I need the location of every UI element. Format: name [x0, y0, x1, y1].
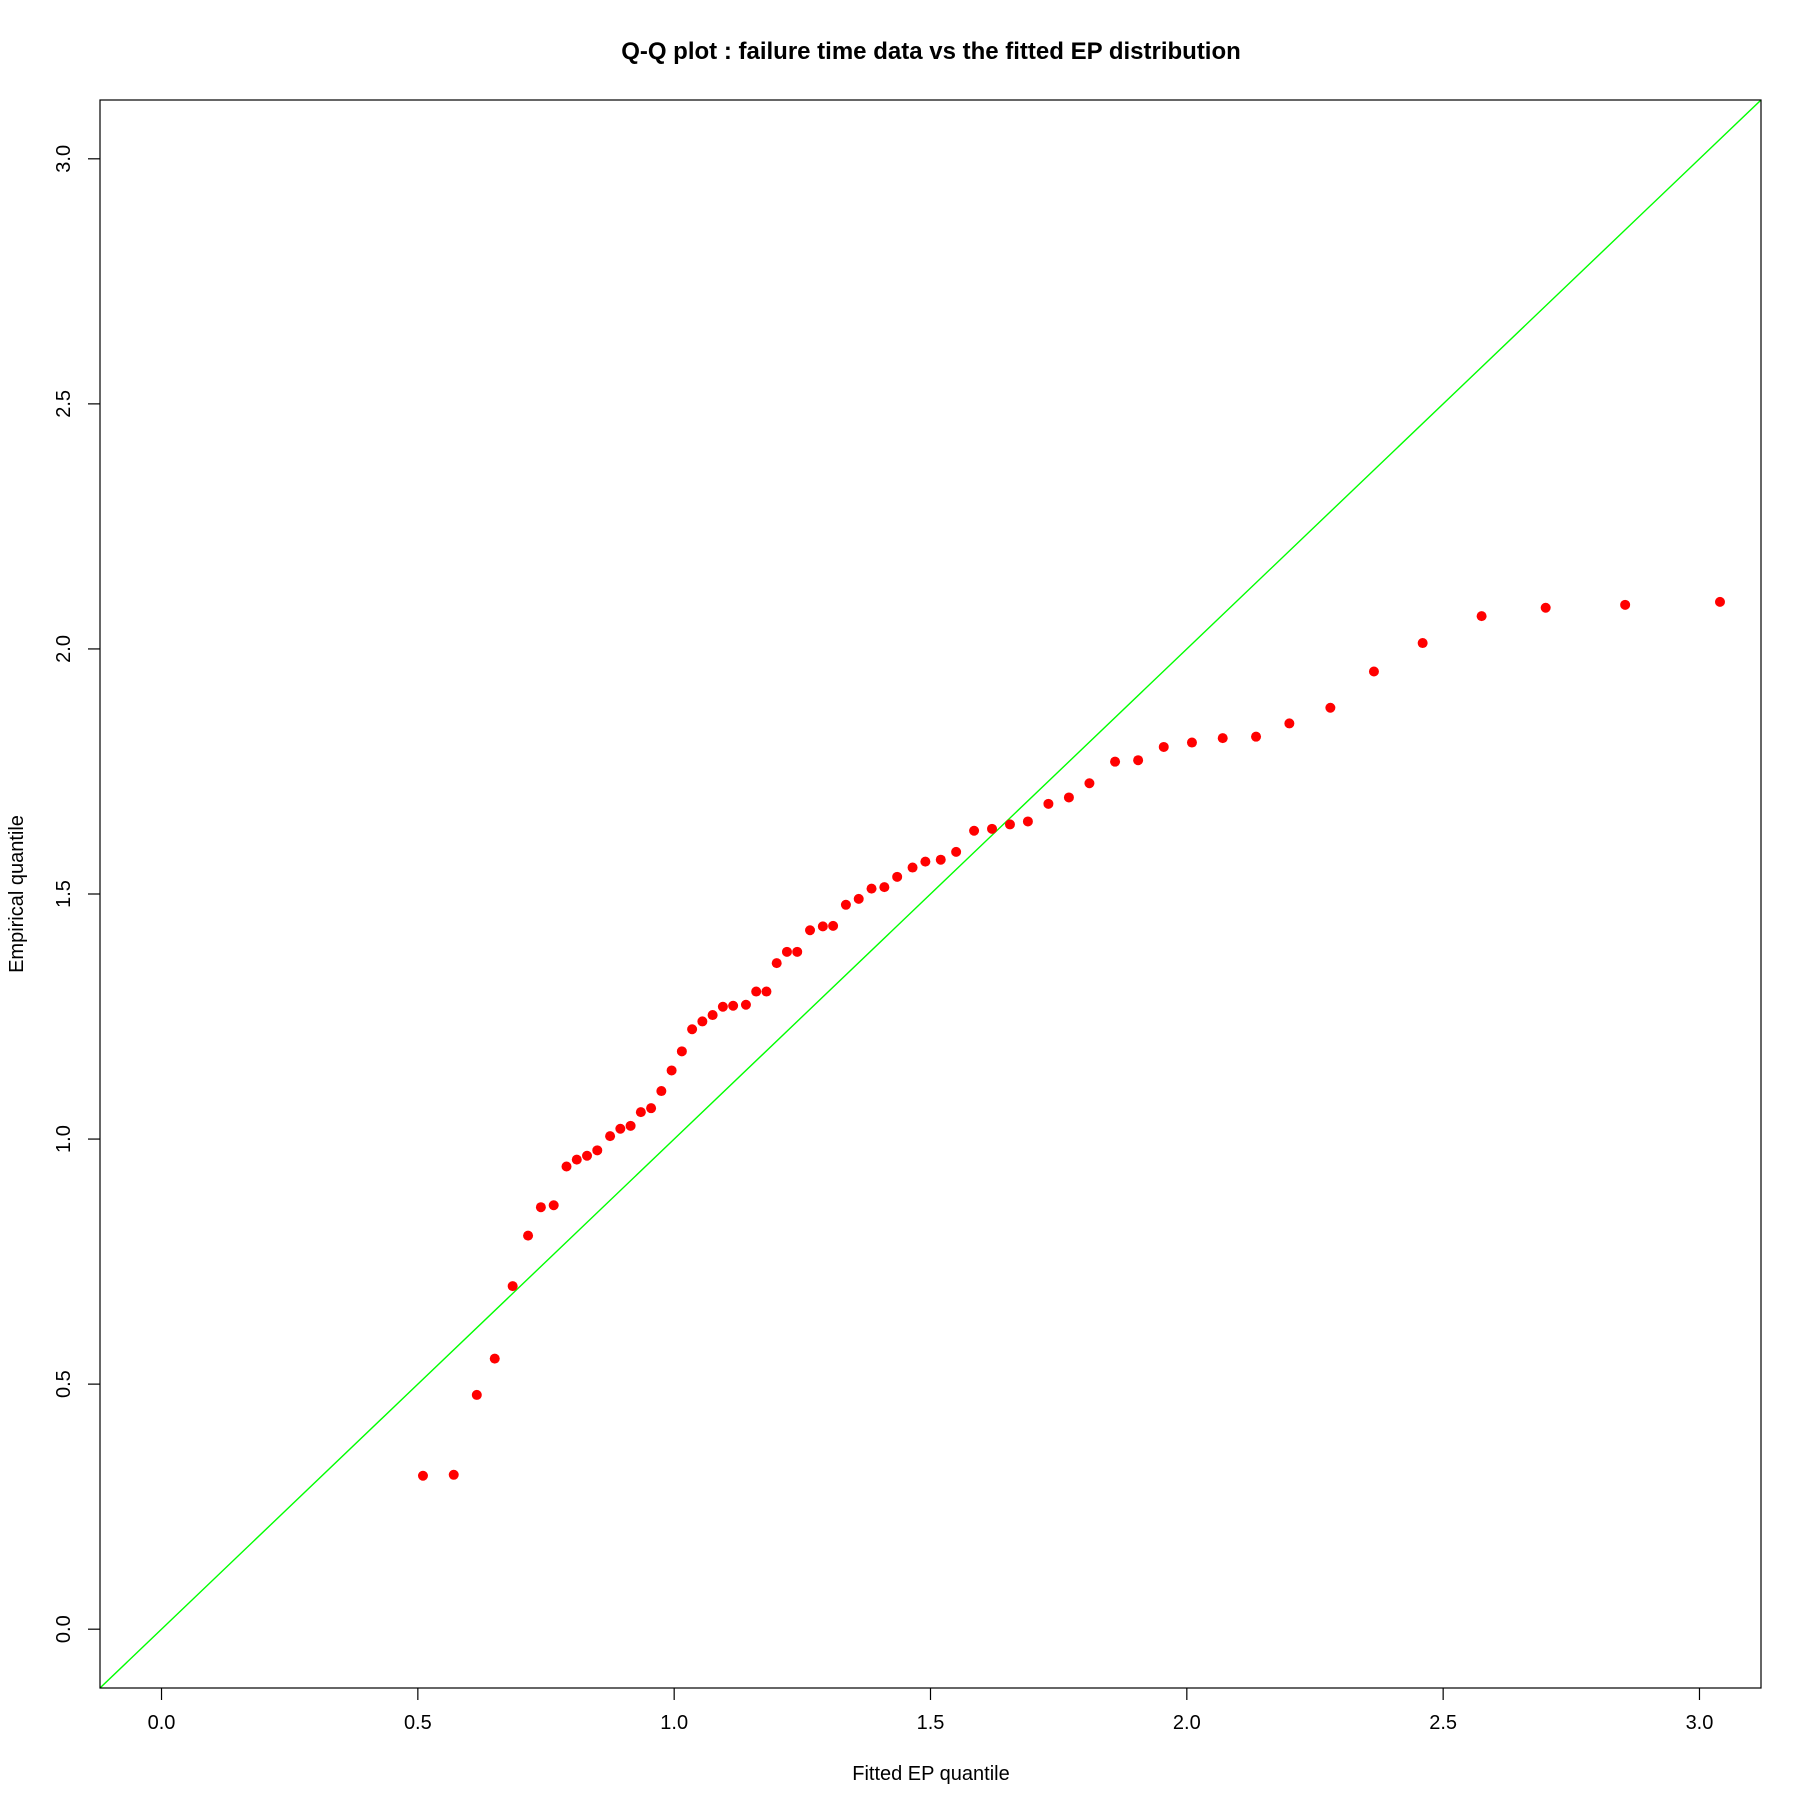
y-tick-label: 2.5 [53, 390, 75, 418]
y-tick-label: 0.5 [53, 1370, 75, 1398]
data-point [1158, 741, 1169, 752]
data-point [417, 1470, 428, 1481]
data-point [489, 1353, 500, 1364]
data-point [697, 1016, 708, 1027]
data-point [987, 823, 998, 834]
data-point [625, 1120, 636, 1131]
data-point [751, 986, 762, 997]
data-point [1540, 602, 1551, 613]
y-tick-label: 1.5 [53, 880, 75, 908]
data-point [935, 854, 946, 865]
data-point [1133, 755, 1144, 766]
data-point [1251, 731, 1262, 742]
data-point [781, 946, 792, 957]
data-point [740, 999, 751, 1010]
data-point [548, 1200, 559, 1211]
chart-title: Q-Q plot : failure time data vs the fitt… [621, 38, 1241, 65]
x-tick-label: 0.0 [148, 1712, 176, 1734]
data-point [1217, 733, 1228, 744]
data-point [707, 1010, 718, 1021]
data-points [417, 596, 1725, 1481]
data-point [1620, 599, 1631, 610]
y-tick-label: 1.0 [53, 1125, 75, 1153]
data-point [561, 1161, 572, 1172]
data-point [507, 1281, 518, 1292]
data-point [592, 1145, 603, 1156]
reference-line [100, 100, 1761, 1688]
data-point [717, 1001, 728, 1012]
data-point [817, 921, 828, 932]
data-point [1284, 718, 1295, 729]
data-point [771, 958, 782, 969]
y-tick-label: 3.0 [53, 145, 75, 173]
data-point [666, 1065, 677, 1076]
data-point [1022, 816, 1033, 827]
data-point [920, 856, 931, 867]
data-point [656, 1086, 667, 1097]
data-point [615, 1123, 626, 1134]
data-point [805, 925, 816, 936]
data-point [1110, 756, 1121, 767]
y-axis: 0.0 0.5 1.0 1.5 2.0 2.5 3.0 [53, 145, 100, 1643]
data-point [1186, 737, 1197, 748]
data-point [687, 1024, 698, 1035]
data-point [1417, 638, 1428, 649]
data-point [448, 1469, 459, 1480]
x-tick-label: 1.5 [917, 1712, 945, 1734]
data-point [571, 1154, 582, 1165]
y-axis-label: Empirical quantile [6, 815, 28, 973]
data-point [728, 1000, 739, 1011]
data-point [605, 1131, 616, 1142]
data-point [828, 920, 839, 931]
data-point [1043, 798, 1054, 809]
data-point [646, 1103, 657, 1114]
y-tick-label: 2.0 [53, 635, 75, 663]
data-point [676, 1046, 687, 1057]
x-tick-label: 2.5 [1429, 1712, 1457, 1734]
data-point [866, 883, 877, 894]
x-tick-label: 1.0 [660, 1712, 688, 1734]
x-tick-label: 0.5 [404, 1712, 432, 1734]
y-tick-label: 0.0 [53, 1615, 75, 1643]
data-point [907, 862, 918, 873]
x-tick-label: 3.0 [1686, 1712, 1714, 1734]
data-point [879, 882, 890, 893]
data-point [792, 946, 803, 957]
data-point [535, 1202, 546, 1213]
data-point [523, 1230, 534, 1241]
data-point [853, 893, 864, 904]
data-point [1714, 596, 1725, 607]
data-point [582, 1150, 593, 1161]
data-point [471, 1389, 482, 1400]
data-point [840, 899, 851, 910]
data-point [761, 986, 772, 997]
data-point [635, 1107, 646, 1118]
data-point [951, 846, 962, 857]
data-point [1004, 819, 1015, 830]
data-point [1368, 666, 1379, 677]
data-point [1084, 778, 1095, 789]
data-point [892, 871, 903, 882]
data-point [969, 825, 980, 836]
data-point [1063, 792, 1074, 803]
x-tick-label: 2.0 [1173, 1712, 1201, 1734]
data-point [1476, 611, 1487, 622]
data-point [1325, 702, 1336, 713]
x-axis-label: Fitted EP quantile [852, 1763, 1010, 1785]
x-axis: 0.0 0.5 1.0 1.5 2.0 2.5 3.0 [148, 1688, 1714, 1734]
